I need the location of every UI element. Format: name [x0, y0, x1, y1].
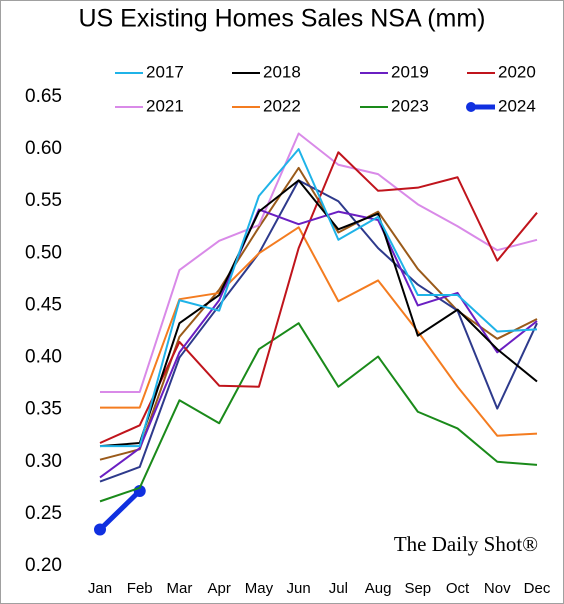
- legend-label: 2022: [263, 96, 301, 115]
- legend-label: 2021: [146, 96, 184, 115]
- series-line: [100, 148, 538, 448]
- series-line: [99, 322, 538, 503]
- y-tick-label: 0.65: [25, 86, 62, 107]
- point: [94, 523, 106, 536]
- y-tick-label: 0.60: [25, 138, 62, 159]
- x-tick-label: Apr: [208, 580, 231, 597]
- x-tick-label: Nov: [484, 580, 511, 597]
- watermark: The Daily Shot®: [394, 532, 538, 556]
- x-tick-label: Jul: [329, 580, 348, 597]
- series-line: [99, 151, 538, 444]
- x-tick-label: Jun: [287, 580, 311, 597]
- y-tick-label: 0.50: [25, 242, 62, 263]
- series-line: [100, 226, 538, 437]
- legend-label: 2024: [498, 96, 536, 115]
- x-tick-label: Sep: [404, 580, 431, 597]
- legend-label: 2023: [391, 96, 429, 115]
- y-tick-label: 0.25: [25, 503, 62, 524]
- series-line: [99, 208, 538, 479]
- y-tick-label: 0.45: [25, 294, 62, 315]
- legend-label: 2019: [391, 62, 429, 81]
- legend-label: 2018: [263, 62, 301, 81]
- x-tick-label: Feb: [127, 580, 153, 597]
- x-tick-label: Oct: [446, 580, 470, 597]
- x-tick-label: Mar: [167, 580, 193, 597]
- y-tick-label: 0.40: [25, 347, 62, 368]
- series-line: [99, 179, 538, 483]
- x-tick-label: May: [245, 580, 274, 597]
- chart-title: US Existing Homes Sales NSA (mm): [78, 5, 485, 33]
- y-tick-label: 0.35: [25, 399, 62, 420]
- series-line: [98, 489, 142, 532]
- legend-label: 2017: [146, 62, 184, 81]
- y-tick-label: 0.30: [25, 451, 62, 472]
- legend-marker: [466, 102, 476, 112]
- x-tick-label: Dec: [524, 580, 551, 597]
- legend-label: 2020: [498, 62, 536, 81]
- y-tick-label: 0.55: [25, 190, 62, 211]
- x-tick-label: Jan: [88, 580, 112, 597]
- series-line: [100, 132, 538, 393]
- x-tick-label: Aug: [365, 580, 392, 597]
- series-line: [99, 179, 538, 448]
- y-tick-label: 0.20: [25, 555, 62, 576]
